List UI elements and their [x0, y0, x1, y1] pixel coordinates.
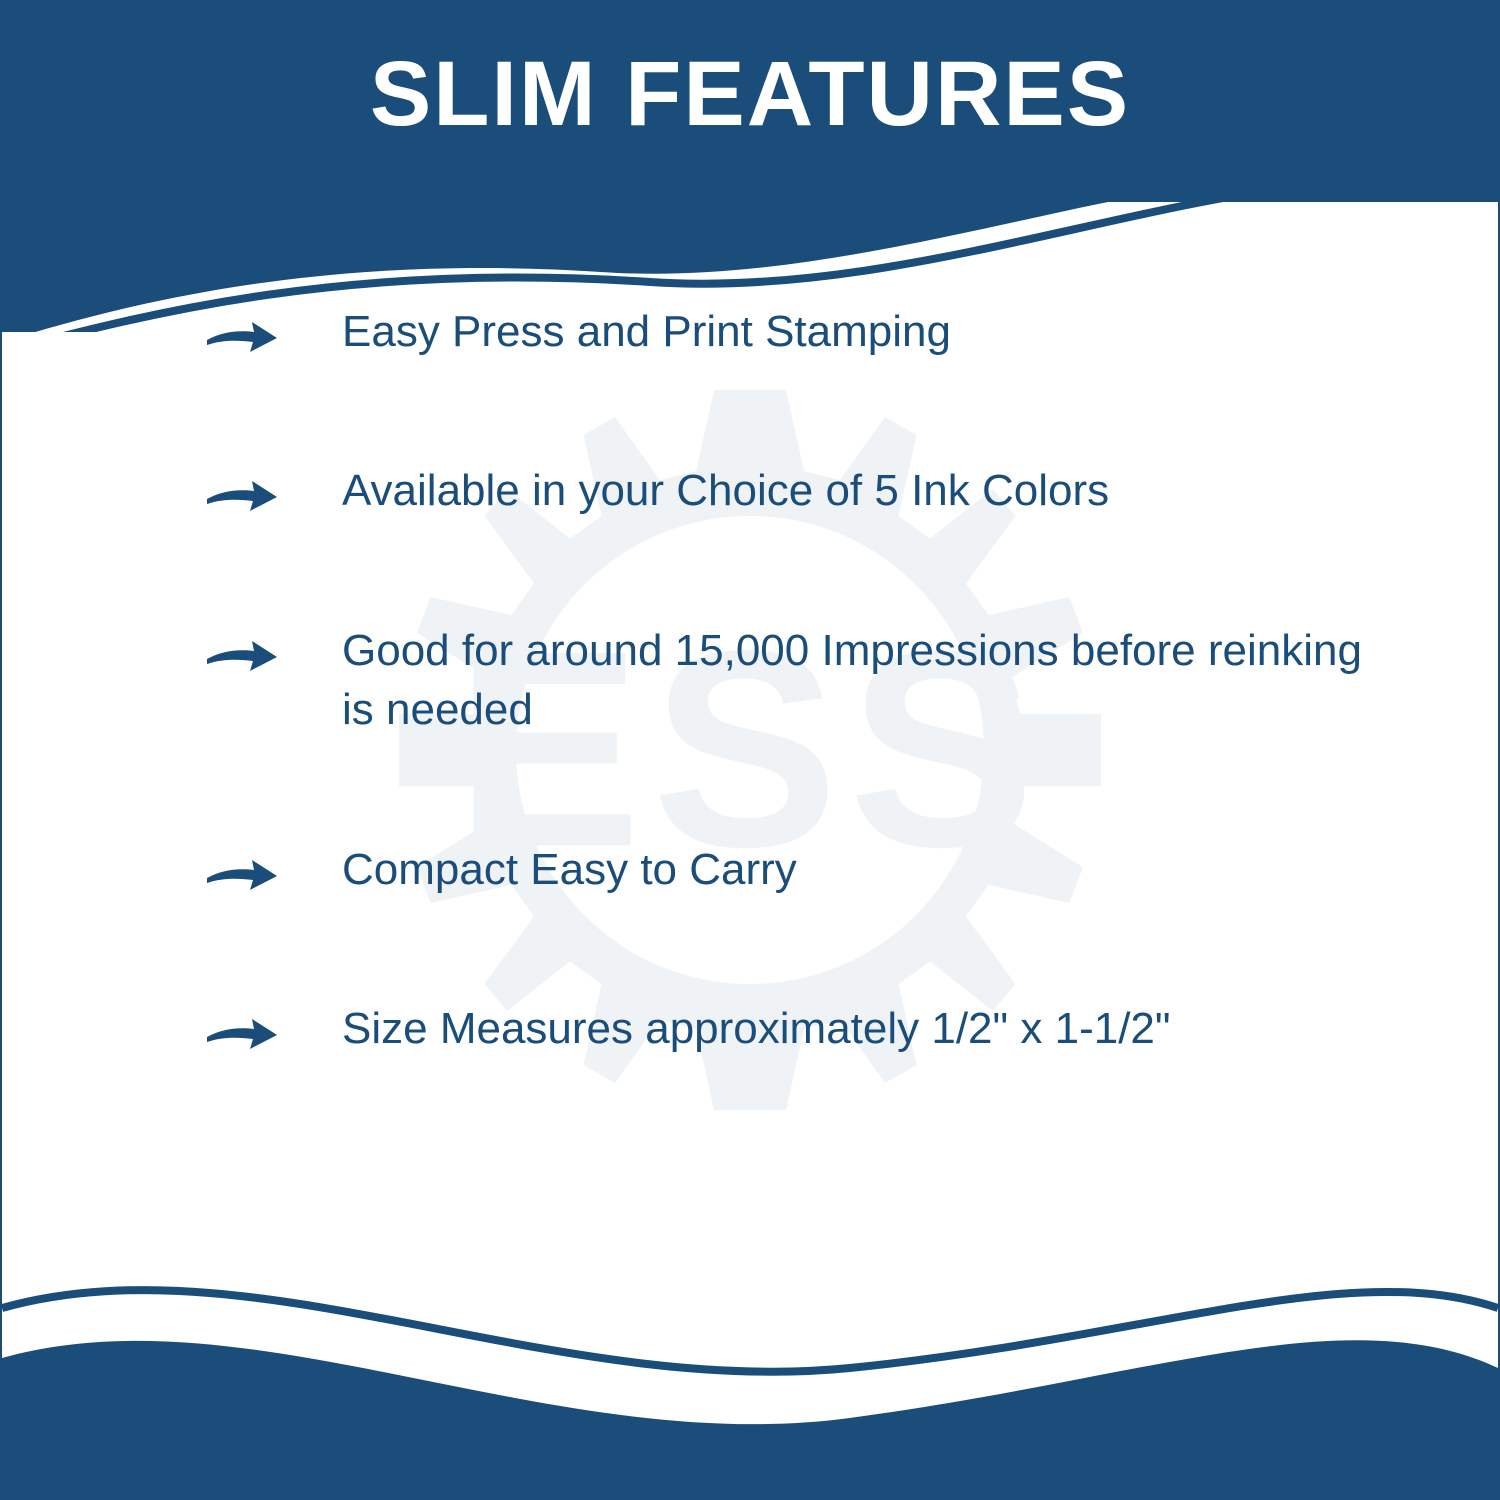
feature-text: Available in your Choice of 5 Ink Colors — [342, 461, 1109, 520]
feature-text: Good for around 15,000 Impressions befor… — [342, 621, 1378, 740]
arrow-icon — [202, 310, 282, 360]
page-title: SLIM FEATURES — [2, 42, 1498, 147]
feature-item: Available in your Choice of 5 Ink Colors — [202, 461, 1378, 520]
feature-text: Size Measures approximately 1/2" x 1-1/2… — [342, 999, 1171, 1058]
arrow-icon — [202, 848, 282, 898]
feature-item: Size Measures approximately 1/2" x 1-1/2… — [202, 999, 1378, 1058]
wave-bottom-decoration — [2, 1198, 1498, 1498]
feature-item: Good for around 15,000 Impressions befor… — [202, 621, 1378, 740]
arrow-icon — [202, 629, 282, 679]
features-list: Easy Press and Print Stamping Available … — [2, 302, 1498, 1158]
feature-text: Easy Press and Print Stamping — [342, 302, 951, 361]
feature-item: Easy Press and Print Stamping — [202, 302, 1378, 361]
feature-item: Compact Easy to Carry — [202, 840, 1378, 899]
infographic-container: ESS SLIM FEATURES Easy Press and Print S… — [0, 0, 1500, 1500]
arrow-icon — [202, 1007, 282, 1057]
feature-text: Compact Easy to Carry — [342, 840, 797, 899]
arrow-icon — [202, 469, 282, 519]
